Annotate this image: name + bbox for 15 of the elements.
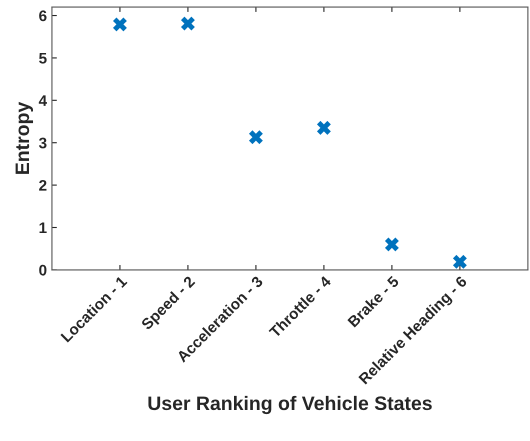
y-tick-label: 4	[38, 95, 47, 106]
x-axis-title: User Ranking of Vehicle States	[148, 396, 432, 414]
point	[248, 130, 263, 144]
y-tick-label: 2	[39, 180, 46, 191]
point	[452, 254, 467, 269]
point	[180, 16, 195, 31]
y-tick-label: 3	[38, 138, 47, 148]
point	[384, 238, 399, 252]
y-axis-title: Entropy	[16, 102, 34, 174]
point	[112, 17, 127, 32]
y-tick-label: 5	[39, 52, 47, 64]
y-tick-label: 6	[39, 10, 47, 22]
point	[316, 120, 331, 135]
y-tick-label: 1	[40, 222, 47, 234]
y-tick-label: 0	[39, 264, 46, 276]
